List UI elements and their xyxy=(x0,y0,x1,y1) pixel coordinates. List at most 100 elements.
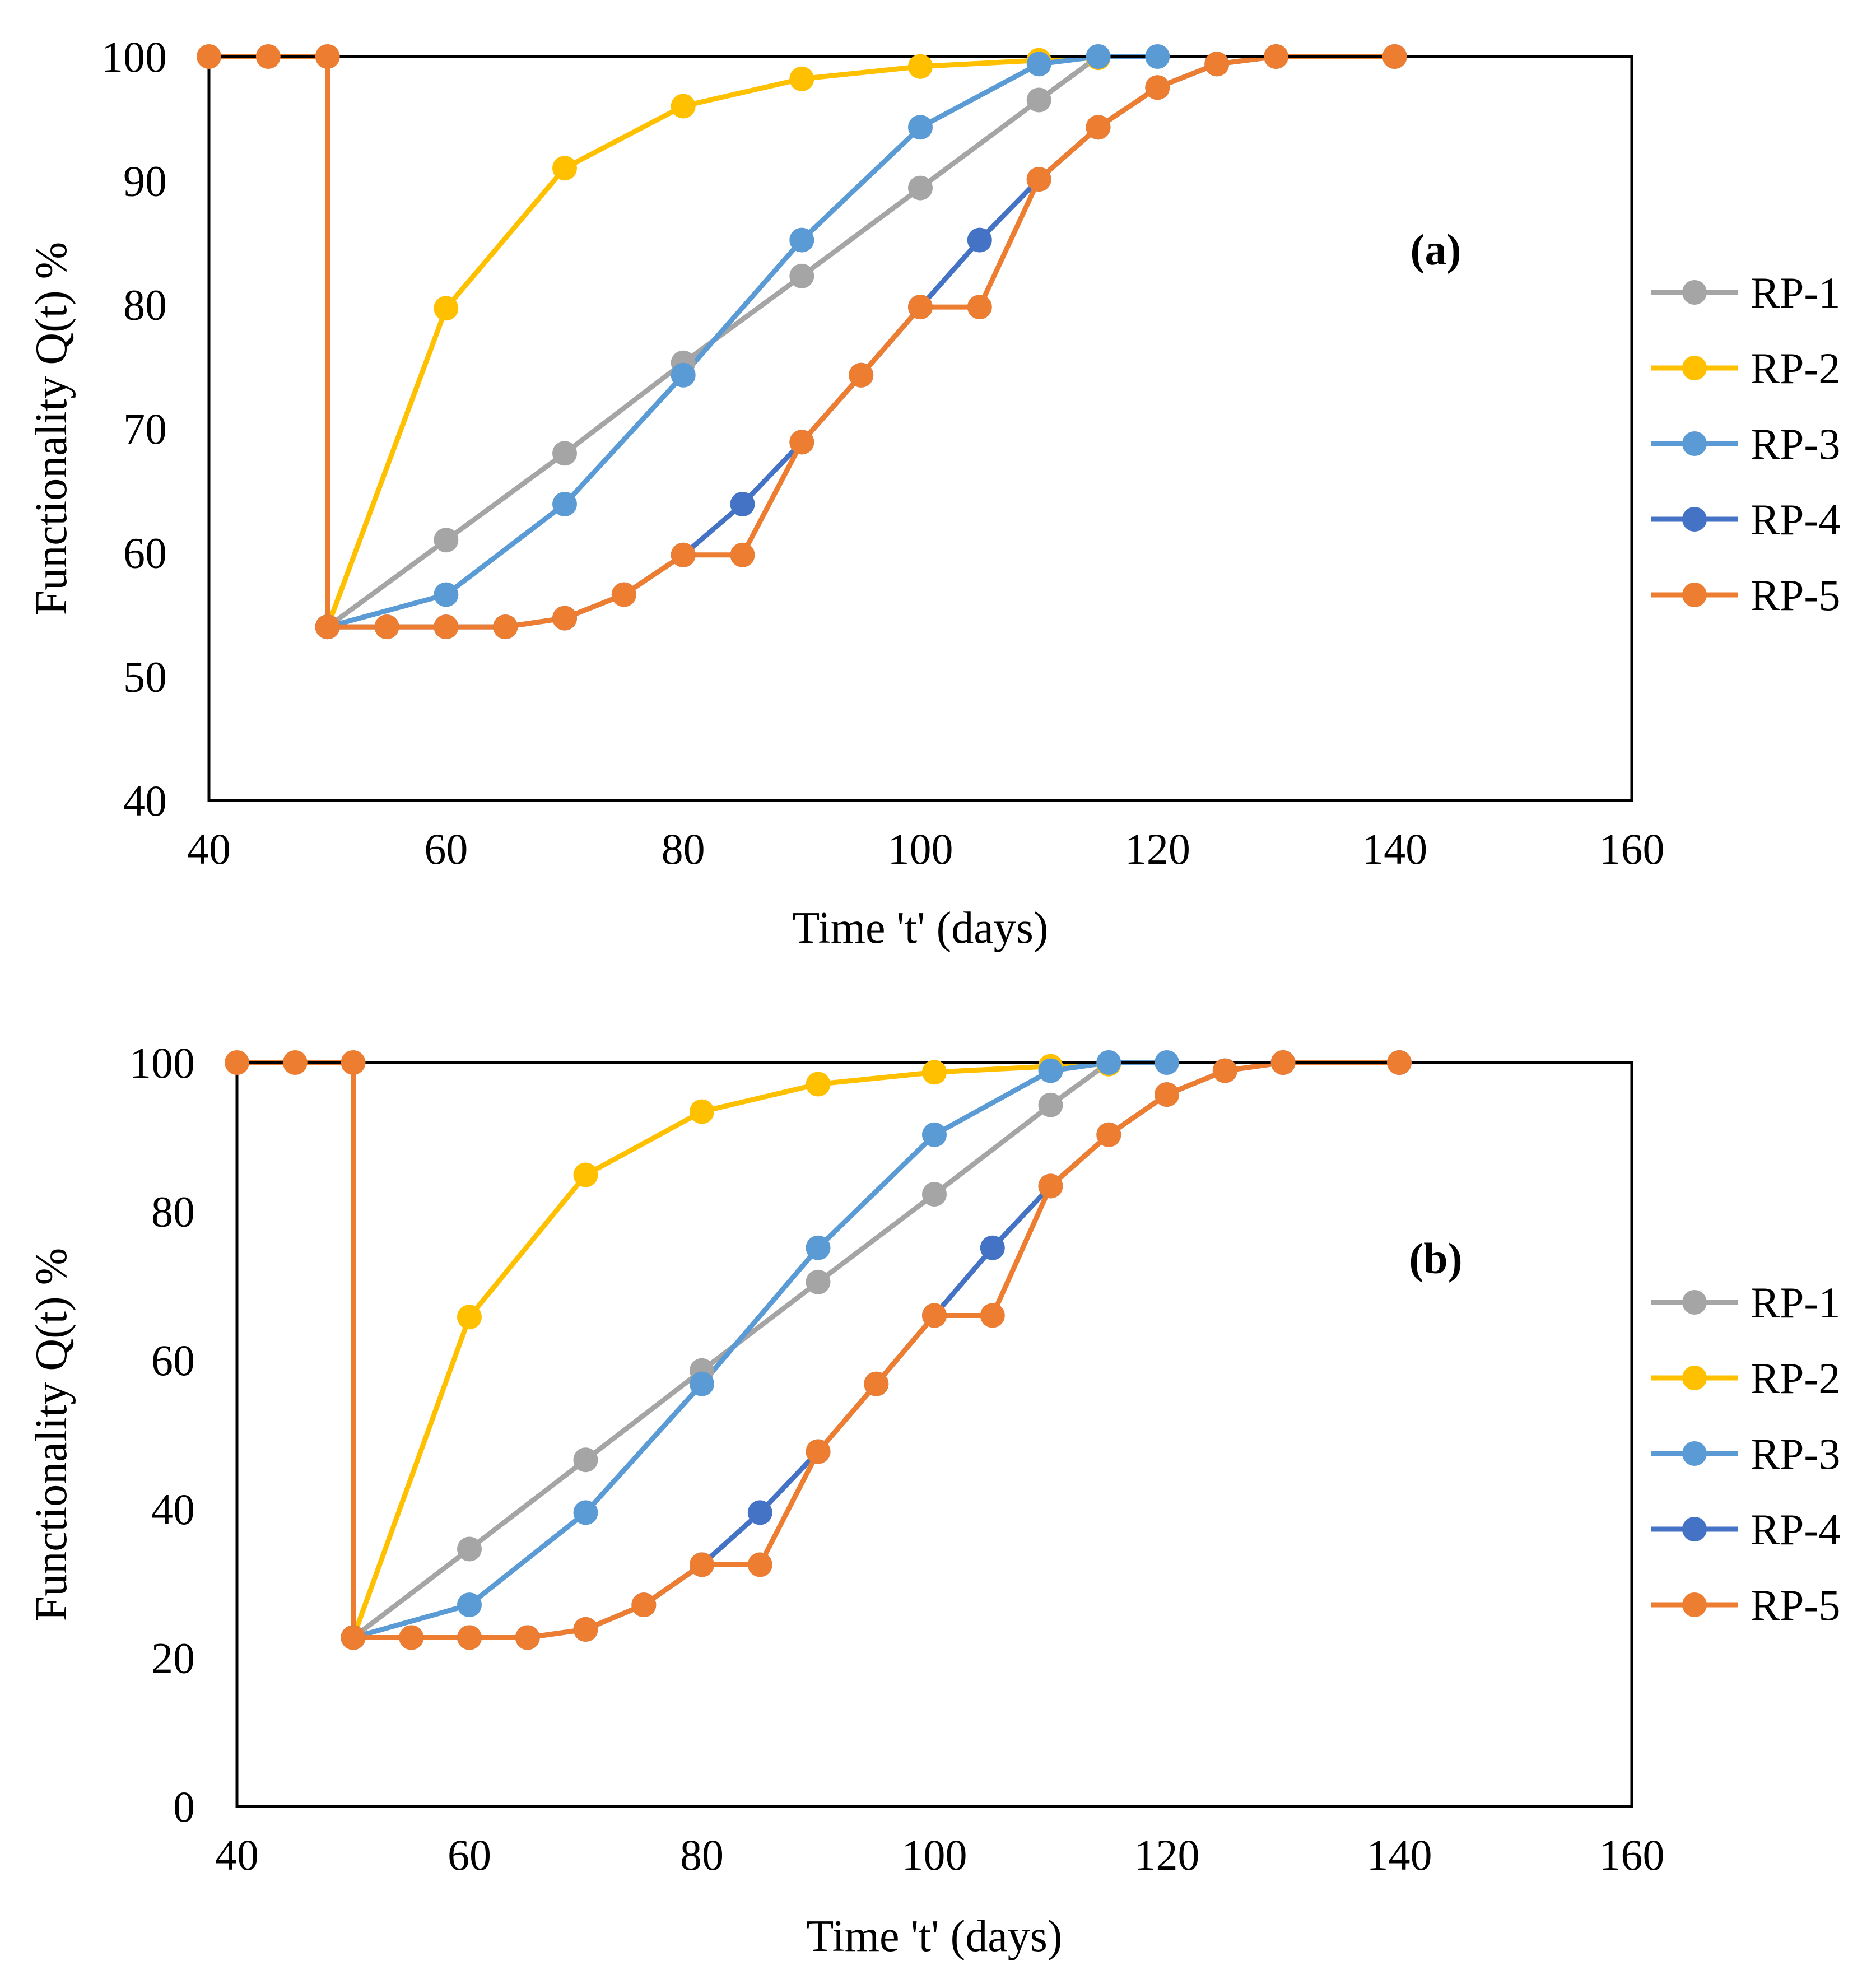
data-point-rp-3 xyxy=(806,1235,831,1260)
legend-item-rp-4: RP-4 xyxy=(1651,1505,1840,1554)
x-tick-label: 80 xyxy=(662,825,705,873)
data-point-rp-1 xyxy=(806,1269,831,1294)
data-point-rp-3 xyxy=(434,582,459,607)
legend-item-rp-3: RP-3 xyxy=(1651,420,1840,468)
data-point-rp-2 xyxy=(922,1060,947,1085)
legend: RP-1 RP-2 RP-3 RP-4 RP-5 xyxy=(1651,268,1840,620)
data-point-rp-4 xyxy=(730,492,755,516)
data-point-rp-2 xyxy=(457,1305,482,1330)
legend-item-rp-1: RP-1 xyxy=(1651,1278,1840,1327)
y-tick-label: 40 xyxy=(151,1485,195,1534)
panel-label: (a) xyxy=(1411,225,1461,274)
x-axis-title: Time 't' (days) xyxy=(807,1912,1063,1961)
x-tick-label: 100 xyxy=(888,825,953,873)
legend-item-rp-2: RP-2 xyxy=(1651,1354,1840,1403)
data-point-rp-5 xyxy=(197,44,221,69)
data-point-rp-2 xyxy=(806,1072,831,1097)
data-point-rp-5 xyxy=(1270,1050,1296,1075)
x-tick-label: 60 xyxy=(448,1831,491,1879)
data-point-rp-5 xyxy=(1204,52,1230,77)
legend-swatch-marker xyxy=(1682,507,1707,532)
y-tick-label: 80 xyxy=(123,281,167,329)
data-point-rp-5 xyxy=(864,1371,889,1396)
legend: RP-1 RP-2 RP-3 RP-4 RP-5 xyxy=(1651,1278,1840,1629)
y-tick-label: 80 xyxy=(151,1187,195,1236)
y-tick-label: 90 xyxy=(123,156,167,205)
data-point-rp-3 xyxy=(1145,44,1170,69)
data-point-rp-3 xyxy=(1086,44,1111,69)
y-tick-label: 40 xyxy=(123,776,167,825)
data-point-rp-3 xyxy=(922,1122,947,1147)
legend-label: RP-1 xyxy=(1751,268,1840,317)
data-point-rp-5 xyxy=(1212,1058,1237,1083)
data-point-rp-1 xyxy=(1026,87,1051,113)
legend-swatch-marker xyxy=(1682,1441,1707,1466)
data-point-rp-5 xyxy=(315,44,340,69)
x-tick-label: 160 xyxy=(1599,1831,1665,1879)
x-tick-label: 80 xyxy=(680,1831,724,1879)
data-point-rp-5 xyxy=(552,606,577,631)
x-axis-title: Time 't' (days) xyxy=(793,903,1049,953)
data-point-rp-1 xyxy=(457,1536,482,1562)
x-tick-label: 140 xyxy=(1362,825,1427,873)
y-tick-label: 60 xyxy=(151,1336,195,1385)
data-point-rp-1 xyxy=(908,175,933,201)
data-point-rp-5 xyxy=(908,295,933,320)
data-point-rp-1 xyxy=(1038,1092,1063,1117)
data-point-rp-3 xyxy=(1155,1050,1179,1075)
data-point-rp-2 xyxy=(690,1099,714,1124)
data-point-rp-2 xyxy=(573,1162,598,1187)
legend-swatch-marker xyxy=(1682,280,1707,305)
data-point-rp-1 xyxy=(552,441,577,466)
data-point-rp-5 xyxy=(315,614,340,640)
legend-label: RP-1 xyxy=(1751,1278,1840,1327)
data-point-rp-2 xyxy=(552,156,577,181)
chart-panel-b: 40 60 80 100 120 140 160 0 20 40 60 80 100 Time 't'… xyxy=(27,1038,1840,1961)
data-point-rp-3 xyxy=(690,1371,714,1396)
data-point-rp-5 xyxy=(374,614,399,640)
data-point-rp-1 xyxy=(922,1182,947,1207)
data-point-rp-5 xyxy=(967,295,992,320)
series-line-rp-1 xyxy=(325,54,1101,630)
data-point-rp-5 xyxy=(225,1050,249,1075)
data-point-rp-5 xyxy=(1096,1122,1121,1147)
y-axis-title: Functionality Q(t) % xyxy=(27,242,76,616)
data-point-rp-5 xyxy=(806,1439,831,1464)
data-point-rp-5 xyxy=(631,1592,657,1618)
data-point-rp-4 xyxy=(967,227,992,253)
data-point-rp-3 xyxy=(457,1592,482,1618)
data-point-rp-5 xyxy=(255,44,281,69)
legend-swatch-marker xyxy=(1682,356,1707,380)
data-point-rp-5 xyxy=(671,542,696,567)
data-point-rp-3 xyxy=(1026,52,1051,77)
legend-swatch-marker xyxy=(1682,1592,1707,1617)
legend-swatch-marker xyxy=(1682,1517,1707,1541)
x-tick-label: 40 xyxy=(187,825,231,873)
legend-item-rp-5: RP-5 xyxy=(1651,1581,1840,1629)
data-point-rp-5 xyxy=(690,1552,714,1577)
data-point-rp-5 xyxy=(341,1625,366,1650)
data-point-rp-5 xyxy=(747,1552,772,1577)
data-point-rp-3 xyxy=(671,362,696,388)
data-point-rp-5 xyxy=(1086,115,1111,140)
y-tick-label: 60 xyxy=(123,528,167,577)
data-point-rp-2 xyxy=(908,54,933,79)
y-tick-label: 0 xyxy=(173,1782,195,1831)
legend-label: RP-4 xyxy=(1751,1505,1840,1554)
data-point-rp-3 xyxy=(552,492,577,516)
x-tick-label: 160 xyxy=(1599,825,1665,873)
data-point-rp-5 xyxy=(1026,167,1051,192)
x-tick-label: 100 xyxy=(902,1831,967,1879)
y-tick-label: 70 xyxy=(123,404,167,453)
data-point-rp-5 xyxy=(282,1050,308,1075)
data-point-rp-5 xyxy=(457,1625,482,1650)
y-axis-title: Functionality Q(t) % xyxy=(27,1248,76,1622)
y-tick-label: 100 xyxy=(101,32,167,81)
data-point-rp-5 xyxy=(1387,1050,1412,1075)
x-tick-label: 60 xyxy=(424,825,468,873)
data-point-rp-5 xyxy=(399,1625,424,1650)
series-line-rp-2 xyxy=(325,55,1101,630)
series-line-rp-2 xyxy=(351,1061,1111,1640)
legend-label: RP-3 xyxy=(1751,420,1840,468)
data-point-rp-5 xyxy=(1382,44,1407,69)
